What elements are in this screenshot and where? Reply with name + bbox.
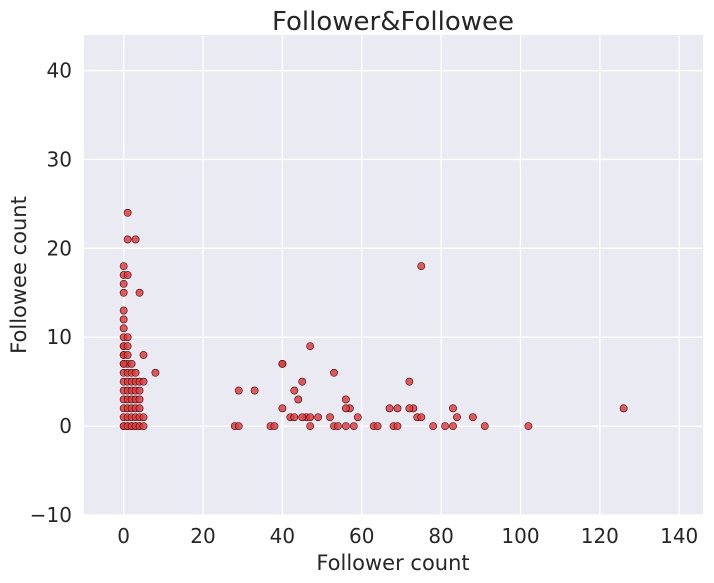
data-point xyxy=(119,288,128,297)
data-point xyxy=(393,404,402,413)
data-point xyxy=(278,359,287,368)
y-tick-label: 10 xyxy=(47,325,72,349)
data-point xyxy=(298,377,307,386)
data-point xyxy=(139,413,148,422)
data-point xyxy=(250,386,259,395)
data-point xyxy=(349,422,358,431)
data-point xyxy=(429,422,438,431)
data-point xyxy=(135,395,144,404)
data-point xyxy=(341,422,350,431)
data-point xyxy=(127,359,136,368)
data-point xyxy=(619,404,628,413)
data-point xyxy=(353,413,362,422)
data-point xyxy=(123,351,132,359)
data-point xyxy=(449,404,457,413)
data-point xyxy=(453,413,461,422)
data-point xyxy=(330,368,338,377)
data-point xyxy=(119,324,128,333)
data-point xyxy=(119,359,128,368)
data-point xyxy=(405,404,414,413)
data-point xyxy=(278,404,287,413)
data-points xyxy=(119,208,628,431)
data-point xyxy=(290,413,299,422)
x-tick-label: 140 xyxy=(660,524,698,548)
plot-area xyxy=(84,35,703,515)
chart-title: Follower&Followee xyxy=(272,7,514,37)
data-point xyxy=(326,413,334,422)
y-tick-label: 30 xyxy=(47,147,72,171)
data-point xyxy=(123,271,132,279)
data-point xyxy=(341,395,350,404)
data-point xyxy=(306,342,315,351)
x-gridlines xyxy=(123,35,680,515)
data-point xyxy=(468,413,477,422)
data-point xyxy=(306,422,315,431)
data-point xyxy=(131,368,140,377)
x-tick-label: 20 xyxy=(190,524,215,548)
x-axis-label: Follower count xyxy=(316,551,469,575)
data-point xyxy=(123,235,132,244)
data-point xyxy=(139,422,148,431)
data-point xyxy=(139,351,148,359)
data-point xyxy=(119,262,128,271)
data-point xyxy=(119,315,128,324)
data-point xyxy=(298,413,307,422)
data-point xyxy=(123,333,132,342)
data-point xyxy=(123,208,132,217)
data-point xyxy=(234,422,243,431)
y-axis-label: Followee count xyxy=(7,196,31,354)
data-point xyxy=(373,422,382,431)
data-point xyxy=(119,306,128,315)
data-point xyxy=(524,422,533,431)
data-point xyxy=(123,342,132,351)
data-point xyxy=(135,404,144,413)
data-point xyxy=(151,368,160,377)
data-point xyxy=(417,413,426,422)
data-point xyxy=(314,413,323,422)
x-tick-labels: 0 20 40 60 80 100 120 140 xyxy=(117,524,698,548)
x-tick-label: 100 xyxy=(501,524,539,548)
data-point xyxy=(135,288,144,297)
data-point xyxy=(119,279,128,288)
x-tick-label: 80 xyxy=(428,524,453,548)
data-point xyxy=(341,404,350,413)
data-point xyxy=(480,422,489,431)
y-tick-label: 0 xyxy=(59,414,72,438)
data-point xyxy=(393,422,402,431)
y-tick-labels: −10 0 10 20 30 40 xyxy=(30,59,72,527)
x-tick-label: 0 xyxy=(117,524,130,548)
y-tick-label: −10 xyxy=(30,503,72,527)
data-point xyxy=(131,235,140,244)
data-point xyxy=(139,377,148,386)
data-point xyxy=(135,386,144,395)
x-tick-label: 40 xyxy=(270,524,295,548)
data-point xyxy=(290,386,299,395)
data-point xyxy=(405,377,414,386)
data-point xyxy=(417,262,426,271)
data-point xyxy=(449,422,457,431)
data-point xyxy=(441,422,449,431)
y-gridlines xyxy=(84,69,703,516)
y-tick-label: 40 xyxy=(47,59,72,83)
data-point xyxy=(294,395,303,404)
x-tick-label: 60 xyxy=(349,524,374,548)
data-point xyxy=(306,413,315,422)
data-point xyxy=(270,422,279,431)
data-point xyxy=(234,386,243,395)
data-point xyxy=(334,422,342,431)
data-point xyxy=(385,404,394,413)
y-tick-label: 20 xyxy=(47,236,72,260)
x-tick-label: 120 xyxy=(581,524,619,548)
